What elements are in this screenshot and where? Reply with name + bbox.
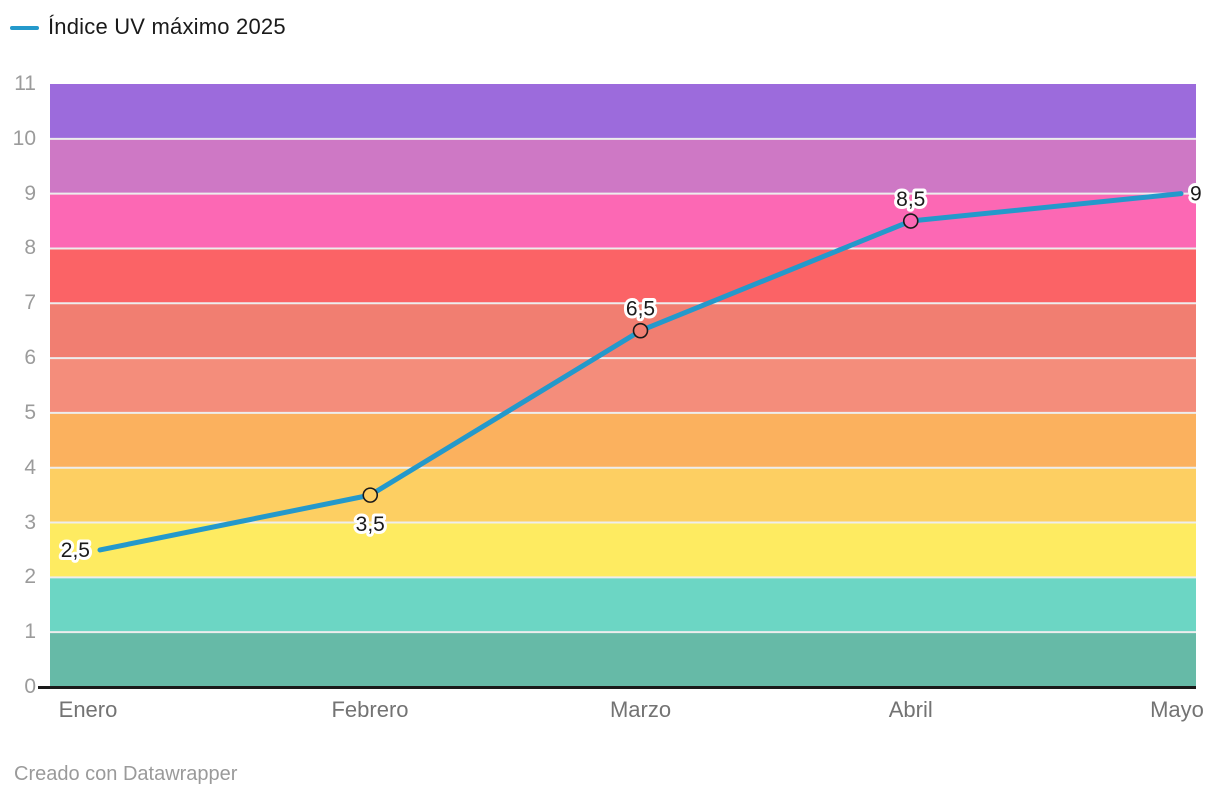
x-axis-label: Febrero xyxy=(331,697,409,722)
data-point-marker xyxy=(362,487,379,503)
x-axis-label: Marzo xyxy=(609,697,672,722)
y-axis-tick-label: 5 xyxy=(24,400,36,424)
uv-band-0-1 xyxy=(50,632,1196,687)
y-axis-tick-label: 7 xyxy=(24,291,36,315)
data-point-label: 6,5 xyxy=(626,298,655,321)
data-point-label: 2,5 xyxy=(61,539,90,562)
uv-band-1-2 xyxy=(50,577,1196,633)
legend-line-swatch xyxy=(10,25,39,31)
y-axis-tick-label: 6 xyxy=(24,346,36,370)
uv-band-7-8 xyxy=(50,248,1196,304)
uv-band-4-5 xyxy=(50,412,1196,468)
data-point-marker xyxy=(632,322,649,339)
data-point-label: 8,5 xyxy=(896,188,925,211)
uv-band-2-3 xyxy=(50,522,1196,578)
data-point-label: 3,5 xyxy=(356,513,385,536)
y-axis-tick-label: 0 xyxy=(24,675,36,698)
uv-band-9-10 xyxy=(50,138,1196,194)
y-axis-tick-label: 4 xyxy=(24,455,36,479)
data-point-marker xyxy=(902,213,919,229)
legend-label: Índice UV máximo 2025 xyxy=(48,14,286,39)
x-axis-label: Mayo xyxy=(1150,697,1204,722)
legend: Índice UV máximo 2025 xyxy=(10,14,286,40)
y-axis-tick-label: 3 xyxy=(24,510,36,534)
x-axis-label: Enero xyxy=(58,697,118,722)
y-axis-tick-label: 2 xyxy=(24,565,36,589)
uv-band-10-11 xyxy=(50,84,1196,139)
y-axis-tick-label: 8 xyxy=(24,236,36,260)
uv-band-8-9 xyxy=(50,193,1196,249)
footer-credit[interactable]: Creado con Datawrapper xyxy=(14,763,238,785)
y-axis-tick-label: 1 xyxy=(24,620,36,644)
data-point-label: 9 xyxy=(1190,183,1202,206)
uv-band-3-4 xyxy=(50,467,1196,523)
y-axis-tick-label: 10 xyxy=(12,126,36,150)
y-axis-tick-label: 11 xyxy=(14,72,36,95)
uv-band-6-7 xyxy=(50,303,1196,359)
uv-band-5-6 xyxy=(50,358,1196,413)
y-axis-tick-label: 9 xyxy=(24,181,36,205)
x-axis-label: Abril xyxy=(888,697,933,722)
x-axis-baseline xyxy=(38,686,1196,689)
